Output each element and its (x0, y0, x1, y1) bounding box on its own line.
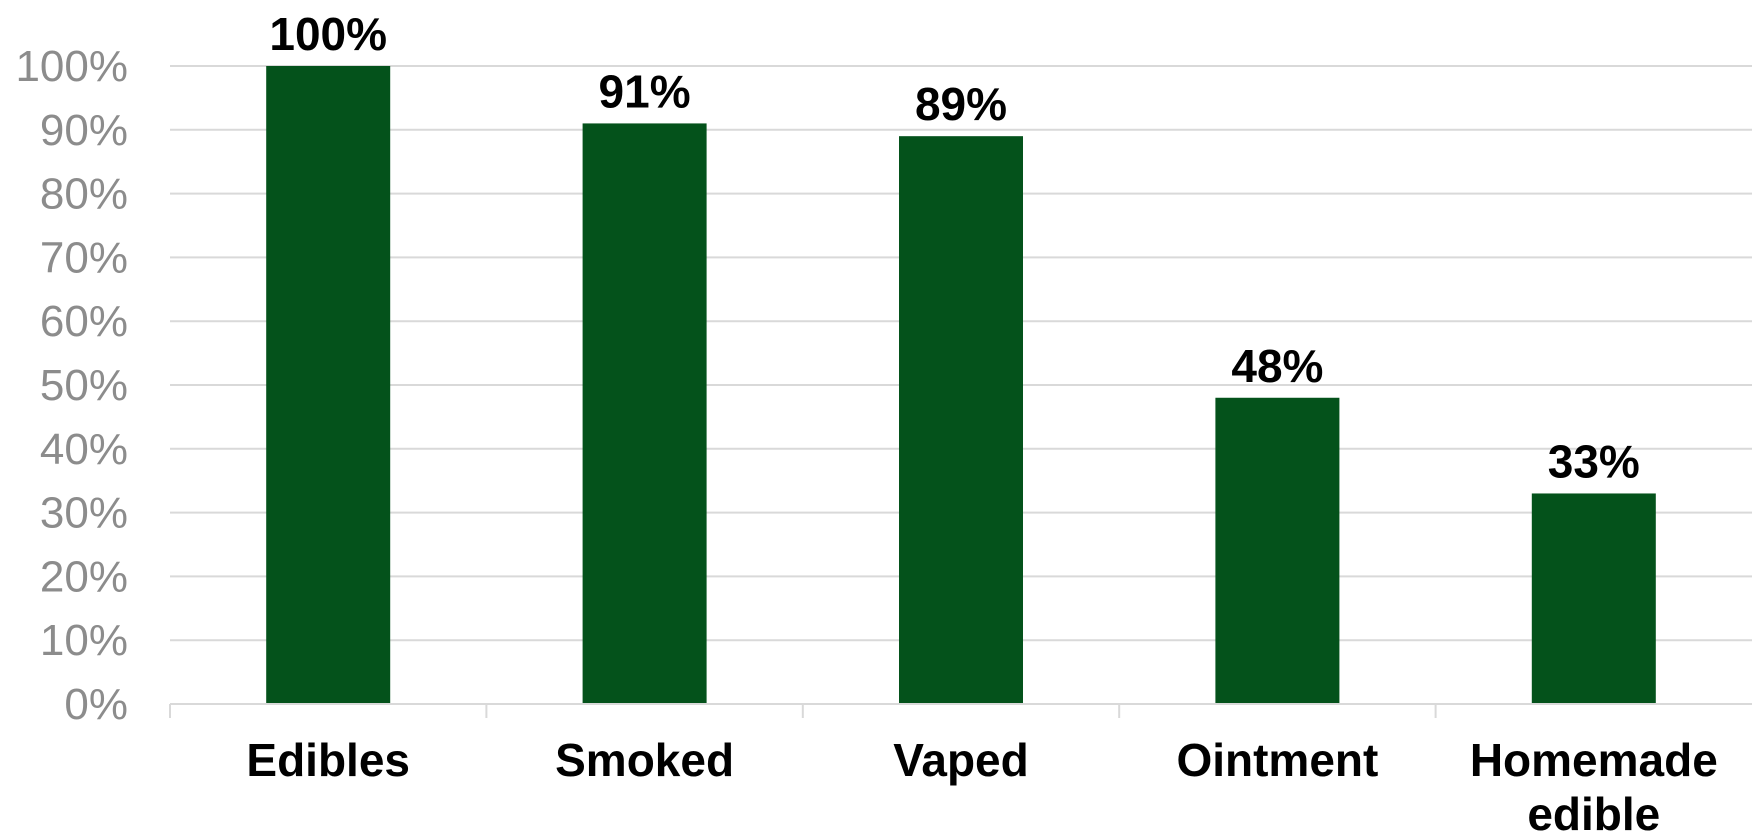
y-tick-label: 40% (40, 425, 128, 474)
bar (582, 123, 707, 705)
bar (1531, 493, 1656, 704)
y-tick-label: 80% (40, 170, 128, 219)
data-label: 100% (269, 8, 387, 60)
y-tick-label: 0% (64, 680, 128, 729)
x-tick-label: Smoked (555, 734, 734, 786)
x-tick-label: Ointment (1176, 734, 1378, 786)
bars (266, 66, 1656, 705)
x-tick-label: edible (1527, 788, 1660, 836)
y-tick-label: 10% (40, 616, 128, 665)
bar (899, 136, 1023, 704)
x-tick-label: Edibles (246, 734, 410, 786)
x-tick-label: Homemade (1470, 734, 1718, 786)
y-tick-label: 30% (40, 489, 128, 538)
y-tick-label: 70% (40, 233, 128, 282)
bar (266, 66, 391, 704)
x-axis (169, 703, 1752, 718)
bar (1215, 397, 1340, 704)
y-tick-label: 60% (40, 297, 128, 346)
x-tick-label: Vaped (893, 734, 1029, 786)
y-tick-label: 90% (40, 106, 128, 155)
data-label: 91% (599, 65, 691, 117)
y-tick-label: 20% (40, 552, 128, 601)
data-label: 89% (915, 78, 1007, 130)
data-labels: 100% 91% 89% 48% 33% (269, 8, 1639, 487)
data-label: 48% (1231, 340, 1323, 392)
y-tick-label: 100% (15, 42, 128, 91)
data-label: 33% (1548, 435, 1640, 487)
y-axis-ticks: 0% 10% 20% 30% 40% 50% 60% 70% 80% 90% 100% (15, 42, 128, 729)
y-tick-label: 50% (40, 361, 128, 410)
